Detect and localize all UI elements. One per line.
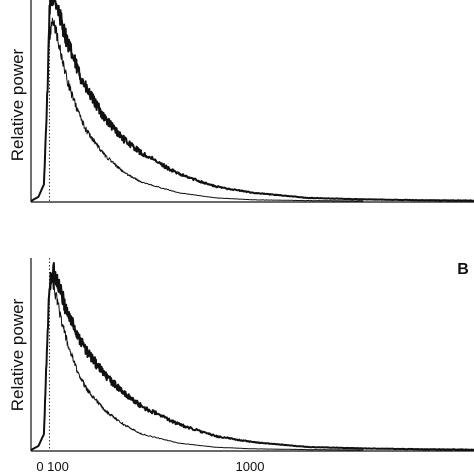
y-axis-label: Relative power xyxy=(8,298,27,411)
series-line-thick xyxy=(30,262,474,451)
panel-letter: B xyxy=(457,261,469,278)
series-line-thick xyxy=(30,0,474,202)
x-tick-label: 1000 xyxy=(236,459,265,474)
series-line-thin xyxy=(30,276,364,451)
x-tick-labels: 0 100 1000 xyxy=(36,459,264,474)
panel-a: Relative power xyxy=(8,0,474,203)
panel-b: Relative power B xyxy=(8,258,474,452)
x-tick-label: 100 xyxy=(47,459,69,474)
x-tick-label: 0 xyxy=(36,459,43,474)
series-line-thin xyxy=(30,17,364,202)
y-axis-label: Relative power xyxy=(8,48,27,161)
